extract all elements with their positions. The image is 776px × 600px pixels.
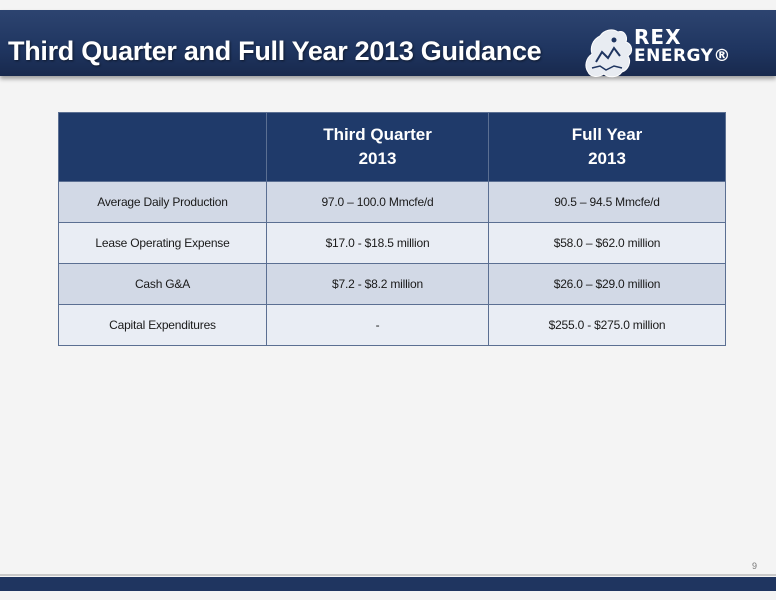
fy-value-cell: $58.0 – $62.0 million [488,222,726,264]
metric-cell: Lease Operating Expense [58,222,267,264]
title-bar: Third Quarter and Full Year 2013 Guidanc… [0,10,776,78]
metric-cell: Cash G&A [58,263,267,305]
logo-text-rex: REX [634,25,682,49]
table-row: Cash G&A $7.2 - $8.2 million $26.0 – $29… [58,263,726,305]
q3-value-cell: $7.2 - $8.2 million [266,263,489,305]
table-row: Lease Operating Expense $17.0 - $18.5 mi… [58,222,726,264]
header-label: Full Year [571,125,643,144]
page-number: 9 [752,561,758,571]
logo-text-energy: ENERGY® [634,46,731,66]
metric-cell: Average Daily Production [58,181,267,223]
header-year: 2013 [358,149,397,168]
table-row: Capital Expenditures - $255.0 - $275.0 m… [58,304,726,346]
table-row: Average Daily Production 97.0 – 100.0 Mm… [58,181,726,223]
header-label: Third Quarter [323,125,432,144]
slide-title: Third Quarter and Full Year 2013 Guidanc… [8,36,542,66]
q3-value-cell: $17.0 - $18.5 million [266,222,489,264]
rex-energy-logo: REX ENERGY® [578,22,768,82]
table-header-row: Third Quarter 2013 Full Year 2013 [58,112,726,182]
guidance-table: Third Quarter 2013 Full Year 2013 Averag… [58,112,726,346]
footer-divider [0,574,776,576]
header-cell-empty [58,112,267,182]
header-cell-third-quarter: Third Quarter 2013 [266,112,489,182]
metric-cell: Capital Expenditures [58,304,267,346]
q3-value-cell: - [266,304,489,346]
fy-value-cell: $255.0 - $275.0 million [488,304,726,346]
header-cell-full-year: Full Year 2013 [488,112,726,182]
footer-bar [0,577,776,591]
header-year: 2013 [588,149,626,168]
fy-value-cell: 90.5 – 94.5 Mmcfe/d [488,181,726,223]
logo-emblem-icon [585,29,633,78]
fy-value-cell: $26.0 – $29.0 million [488,263,726,305]
q3-value-cell: 97.0 – 100.0 Mmcfe/d [266,181,489,223]
